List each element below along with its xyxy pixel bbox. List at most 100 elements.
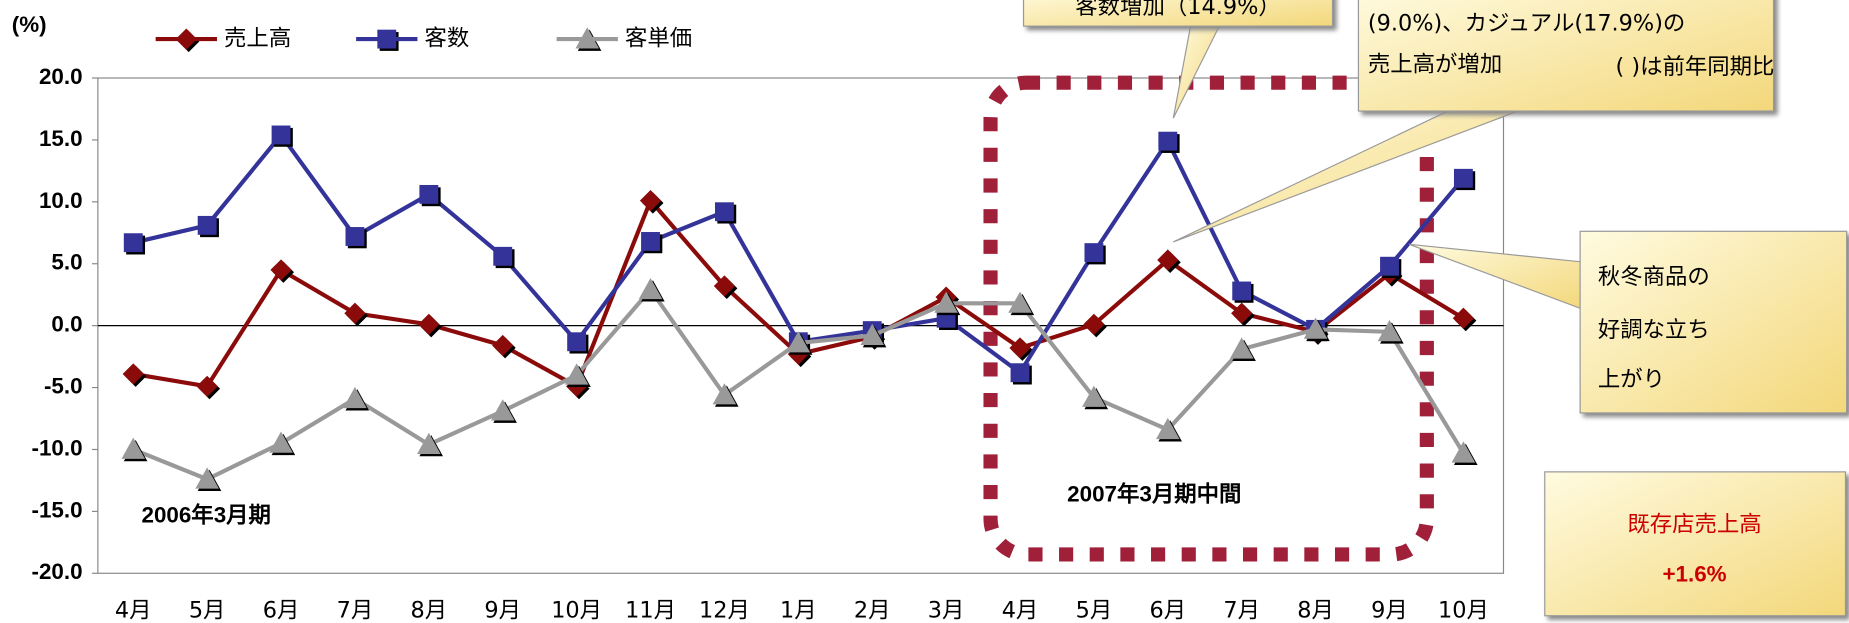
y-tick-label: 5.0: [51, 250, 82, 275]
x-tick-label: 5月: [1076, 598, 1113, 623]
marker: [344, 302, 368, 327]
marker: [343, 386, 370, 411]
marker: [418, 313, 442, 338]
marker-shape: [1380, 256, 1399, 276]
marker: [712, 383, 739, 407]
marker: [1083, 313, 1107, 338]
y-tick-label: -15.0: [31, 497, 82, 522]
y-tick-label: -10.0: [31, 435, 82, 460]
marker-shape: [641, 232, 660, 251]
callout-note: ( )は前年同期比: [1616, 54, 1775, 80]
marker-shape: [196, 375, 218, 397]
marker-shape: [860, 323, 885, 345]
marker-shape: [1156, 417, 1180, 440]
marker-shape: [195, 467, 219, 489]
marker-shape: [123, 233, 143, 253]
summary-text: 既存店売上高: [1627, 511, 1761, 537]
y-tick-label: 20.0: [39, 64, 83, 89]
marker-shape: [493, 246, 513, 266]
marker: [122, 363, 147, 387]
period-label: 2007年3月期中間: [1067, 480, 1241, 506]
marker-shape: [1303, 317, 1328, 339]
summary-box: 既存店売上高 +1.6%: [1544, 471, 1847, 617]
x-tick-label: 7月: [337, 598, 374, 623]
marker-shape: [1008, 291, 1032, 313]
marker: [345, 227, 367, 249]
x-tick-label: 6月: [263, 598, 300, 623]
marker: [1452, 307, 1477, 332]
marker-shape: [343, 386, 367, 409]
y-tick-label: -5.0: [44, 373, 83, 398]
marker: [271, 125, 293, 147]
x-tick-label: 7月: [1223, 598, 1260, 623]
marker-shape: [490, 399, 515, 421]
callout-text: 秋冬商品の: [1598, 264, 1710, 290]
legend-label: 客数: [425, 26, 470, 52]
marker-shape: [1231, 302, 1253, 324]
marker: [492, 334, 516, 359]
marker-shape: [1232, 281, 1252, 301]
x-tick-label: 2月: [854, 598, 891, 623]
marker: [1231, 302, 1255, 327]
marker: [564, 363, 591, 387]
marker-shape: [1082, 385, 1106, 407]
marker: [1010, 363, 1032, 385]
callout-text: 好調な立ち: [1598, 317, 1710, 343]
marker: [197, 215, 219, 238]
marker: [1380, 256, 1402, 279]
marker: [1377, 320, 1404, 344]
callout-text: 客数増加（14.9%）: [1075, 0, 1280, 20]
marker-shape: [1084, 243, 1104, 263]
marker-shape: [417, 432, 441, 454]
callout: 客数増加（14.9%）: [1022, 0, 1334, 119]
marker: [269, 431, 296, 456]
x-tick-label: 3月: [928, 598, 965, 623]
callout-text: (9.0%)、カジュアル(17.9%)の: [1368, 10, 1685, 36]
legend-label: 売上高: [224, 26, 291, 52]
marker: [1157, 249, 1181, 273]
marker: [490, 399, 517, 423]
callout-text: 上がり: [1598, 366, 1665, 392]
marker-shape: [564, 363, 589, 385]
marker: [196, 375, 221, 400]
x-tick-label: 9月: [1371, 598, 1408, 623]
marker: [270, 259, 295, 283]
x-tick-label: 4月: [115, 598, 152, 623]
marker: [493, 246, 515, 269]
marker-shape: [1158, 131, 1178, 151]
x-tick-label: 9月: [484, 598, 521, 623]
callout-text: 売上高が増加: [1368, 52, 1502, 78]
marker: [641, 232, 663, 254]
marker: [123, 233, 146, 255]
marker: [417, 432, 443, 457]
marker-shape: [1083, 313, 1105, 336]
marker-shape: [934, 291, 958, 313]
marker-shape: [1010, 363, 1030, 383]
marker: [419, 184, 441, 207]
x-tick-label: 10月: [551, 598, 602, 623]
x-tick-label: 12月: [699, 598, 750, 623]
marker: [934, 291, 961, 316]
marker: [567, 332, 589, 354]
marker-shape: [269, 431, 293, 453]
marker: [1303, 317, 1330, 342]
marker-shape: [638, 277, 663, 300]
marker-shape: [786, 331, 811, 353]
marker: [1084, 243, 1106, 265]
x-tick-label: 8月: [1297, 598, 1334, 623]
period-label: 2006年3月期: [142, 502, 271, 528]
marker: [638, 277, 665, 302]
x-tick-label: 4月: [1002, 598, 1039, 623]
marker-shape: [713, 275, 736, 297]
highlight-frame: [983, 75, 1434, 562]
marker-shape: [714, 202, 734, 222]
x-tick-label: 5月: [189, 598, 226, 623]
legend-label: 客単価: [625, 26, 692, 52]
marker-shape: [639, 189, 662, 212]
marker-shape: [270, 259, 292, 281]
x-tick-label: 10月: [1438, 598, 1489, 623]
marker-shape: [197, 215, 217, 235]
marker: [1451, 441, 1478, 465]
